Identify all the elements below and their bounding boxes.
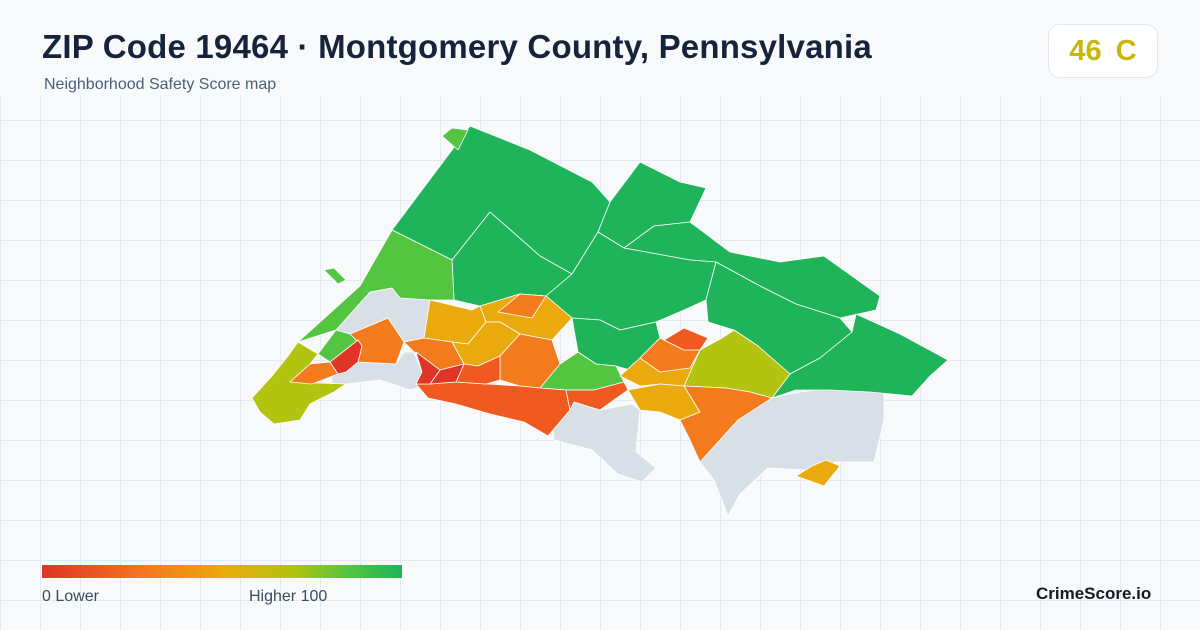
map-region-west-red[interactable] [329,339,363,375]
map-region-north-orange-b[interactable] [497,293,547,319]
legend-color-scale [42,565,402,578]
map-region-northwest-sliver[interactable] [323,267,347,285]
map-region-north-tip[interactable] [441,127,469,151]
map-region-south-red-b[interactable] [565,381,629,411]
page-title: ZIP Code 19464 · Montgomery County, Penn… [42,28,872,65]
map-region-southeast-orange[interactable] [679,385,773,463]
map-region-far-east[interactable] [771,313,949,399]
legend-min-label: 0 Lower [42,588,99,605]
map-region-east-red[interactable] [663,327,709,351]
map-region-nodata-southeast[interactable] [699,387,885,517]
safety-score-value: 46 [1069,34,1102,67]
brand-logo-text: CrimeScore.io [1036,584,1152,603]
map-region-nodata-south-center[interactable] [551,401,657,483]
legend-max-label: Higher 100 [249,588,328,605]
map-region-center-red-b[interactable] [415,351,441,385]
score-badge: 46 C [1048,24,1158,78]
safety-grade: C [1115,34,1137,67]
map-region-south-red-a[interactable] [415,381,571,437]
map-region-central-orange[interactable] [499,333,561,389]
map-region-southeast-island[interactable] [795,459,841,487]
header [0,0,1200,96]
page-subtitle: Neighborhood Safety Score map [44,76,277,93]
